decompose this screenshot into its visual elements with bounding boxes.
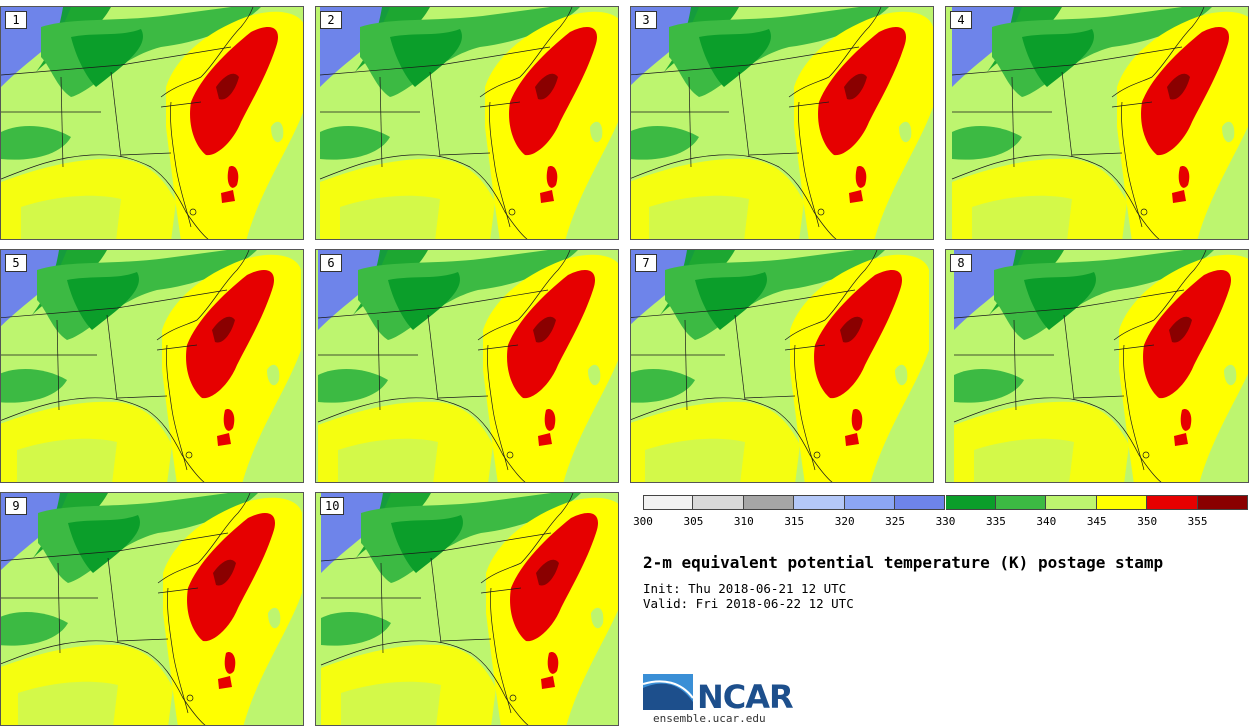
map-field	[1, 493, 303, 725]
member-number-label: 3	[635, 11, 657, 29]
member-number-label: 6	[320, 254, 342, 272]
colorbar-swatch	[693, 495, 744, 510]
colorbar-tick-label: 310	[733, 515, 754, 528]
logo-url: ensemble.ucar.edu	[653, 712, 766, 725]
colorbar-tick-label: 330	[935, 515, 956, 528]
colorbar-swatch	[1096, 495, 1148, 510]
ensemble-member-map: 6	[315, 249, 619, 483]
map-field	[319, 7, 618, 239]
ncar-logo-icon	[643, 674, 694, 710]
colorbar-tick-label: 305	[683, 515, 704, 528]
member-number-label: 4	[950, 11, 972, 29]
colorbar-tick-label: 320	[834, 515, 855, 528]
colorbar-swatch	[1197, 495, 1248, 510]
map-field	[631, 7, 933, 239]
colorbar-swatch	[1046, 495, 1097, 510]
ensemble-member-map: 5	[0, 249, 304, 483]
colorbar-tick-label: 315	[784, 515, 805, 528]
colorbar-swatch	[945, 495, 996, 510]
colorbar-swatch	[1147, 495, 1198, 510]
ensemble-member-map: 1	[0, 6, 304, 240]
member-number-label: 5	[5, 254, 27, 272]
colorbar-tick-label: 350	[1137, 515, 1158, 528]
map-field	[951, 7, 1248, 239]
colorbar-tick-label: 300	[633, 515, 653, 528]
colorbar-tick-label: 355	[1187, 515, 1208, 528]
valid-time: Valid: Fri 2018-06-22 12 UTC	[643, 596, 854, 611]
ensemble-member-map: 10	[315, 492, 619, 726]
colorbar-tick-label: 340	[1036, 515, 1057, 528]
colorbar-swatch	[844, 495, 896, 510]
map-field	[1, 7, 303, 239]
meta-block: Init: Thu 2018-06-21 12 UTC Valid: Fri 2…	[643, 581, 854, 611]
member-number-label: 1	[5, 11, 27, 29]
chart-title: 2-m equivalent potential temperature (K)…	[643, 553, 1164, 572]
ensemble-member-map: 2	[315, 6, 619, 240]
colorbar-tick-label: 335	[985, 515, 1006, 528]
colorbar-tick-label: 325	[885, 515, 906, 528]
map-field	[631, 250, 930, 482]
member-number-label: 10	[320, 497, 345, 515]
colorbar-swatch	[743, 495, 795, 510]
map-field	[317, 250, 618, 482]
colorbar-swatch	[643, 495, 694, 510]
member-number-label: 8	[950, 254, 972, 272]
ensemble-member-map: 9	[0, 492, 304, 726]
member-number-label: 9	[5, 497, 27, 515]
colorbar-swatch	[794, 495, 845, 510]
colorbar-tick-label: 345	[1086, 515, 1107, 528]
colorbar: 300 305 310 315 320 325 330 335 340 345 350 355	[633, 495, 1248, 535]
ncar-logo: NCAR ensemble.ucar.edu	[643, 672, 803, 728]
colorbar-swatch	[895, 495, 946, 510]
map-field	[320, 493, 618, 725]
ncar-logo-text: NCAR	[697, 678, 794, 716]
ensemble-member-map: 8	[945, 249, 1249, 483]
map-field	[953, 250, 1248, 482]
member-number-label: 7	[635, 254, 657, 272]
member-number-label: 2	[320, 11, 342, 29]
map-field	[1, 250, 302, 482]
init-time: Init: Thu 2018-06-21 12 UTC	[643, 581, 847, 596]
ensemble-member-map: 3	[630, 6, 934, 240]
colorbar-swatch	[995, 495, 1047, 510]
ensemble-member-map: 7	[630, 249, 934, 483]
ensemble-member-map: 4	[945, 6, 1249, 240]
